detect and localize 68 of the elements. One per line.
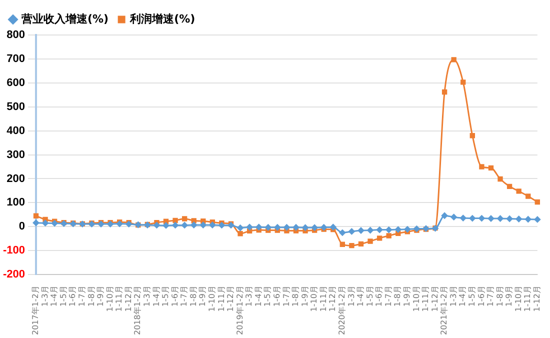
x-tick-label: 1-10月	[412, 286, 421, 312]
x-tick-label: 1-4月	[356, 286, 366, 307]
y-tick-label: 0	[18, 220, 26, 233]
x-tick-label: 1-12月	[532, 286, 542, 312]
x-tick-label: 1-7月	[180, 286, 189, 307]
x-tick-label: 1-11月	[523, 286, 532, 312]
x-tick-label: 1-5月	[365, 286, 374, 307]
x-tick-label: 1-10月	[208, 286, 217, 312]
x-tick-label: 1-6月	[272, 286, 282, 307]
x-tick-label: 1-10月	[514, 286, 523, 312]
x-tick-label: 1-8月	[393, 286, 402, 307]
y-tick-label: -200	[2, 268, 26, 281]
y-tick-label: 400	[6, 124, 26, 137]
x-tick-label: 1-12月	[124, 286, 133, 312]
x-tick-label: 1-8月	[291, 286, 300, 307]
x-tick-label: 1-3月	[346, 286, 356, 307]
y-tick-label: 700	[6, 52, 26, 65]
y-tick-label: 500	[6, 100, 26, 113]
y-tick-label: 600	[6, 76, 26, 89]
x-tick-label: 1-6月	[374, 286, 384, 307]
x-tick-label: 1-7月	[78, 286, 87, 307]
x-tick-label: 1-8月	[86, 286, 96, 307]
x-tick-label: 1-12月	[328, 286, 338, 312]
x-tick-label: 2019年1-2月	[235, 286, 244, 336]
x-tick-label: 1-9月	[198, 286, 208, 307]
x-tick-label: 1-4月	[50, 286, 59, 307]
x-tick-label: 1-4月	[254, 286, 263, 307]
x-tick-label: 1-5月	[58, 286, 68, 307]
y-tick-label: 200	[6, 172, 26, 185]
x-tick-label: 1-3月	[448, 286, 458, 307]
x-tick-label: 1-6月	[170, 286, 180, 307]
legend-label: 利润增速(%)	[129, 12, 196, 26]
x-tick-label: 2020年1-2月	[337, 286, 346, 336]
x-tick-label: 1-7月	[486, 286, 496, 307]
y-tick-label: 300	[6, 148, 26, 161]
x-tick-label: 1-5月	[161, 286, 170, 307]
x-tick-label: 1-8月	[495, 286, 504, 307]
x-tick-label: 1-5月	[263, 286, 272, 307]
x-tick-label: 1-6月	[476, 286, 486, 307]
x-tick-label: 1-9月	[300, 286, 310, 307]
x-tick-label: 1-7月	[384, 286, 393, 307]
x-tick-label: 1-3月	[40, 286, 50, 307]
x-tick-label: 1-9月	[96, 286, 106, 307]
x-tick-label: 1-9月	[402, 286, 412, 307]
legend-label: 营业收入增速(%)	[20, 12, 109, 26]
x-tick-label: 1-10月	[310, 286, 319, 312]
x-tick-label: 1-5月	[467, 286, 476, 307]
x-tick-label: 2018年1-2月	[133, 286, 142, 336]
x-tick-label: 1-11月	[216, 286, 226, 312]
x-tick-label: 1-4月	[458, 286, 468, 307]
x-tick-label: 1-10月	[105, 286, 114, 312]
x-tick-label: 2017年1-2月	[31, 286, 40, 336]
x-tick-label: 1-12月	[430, 286, 440, 312]
x-tick-label: 1-7月	[282, 286, 291, 307]
x-tick-label: 1-11月	[421, 286, 430, 312]
y-tick-label: -100	[2, 244, 26, 257]
x-tick-label: 1-9月	[504, 286, 514, 307]
x-tick-label: 1-6月	[68, 286, 78, 307]
x-tick-label: 1-12月	[226, 286, 236, 312]
x-tick-label: 2021年1-2月	[440, 286, 449, 336]
x-tick-label: 1-8月	[188, 286, 198, 307]
x-tick-label: 1-11月	[318, 286, 328, 312]
x-tick-label: 1-3月	[244, 286, 254, 307]
y-tick-label: 800	[6, 29, 26, 42]
x-tick-label: 1-4月	[152, 286, 161, 307]
x-tick-label: 1-11月	[114, 286, 124, 312]
y-tick-label: 100	[6, 196, 26, 209]
x-tick-label: 1-3月	[142, 286, 152, 307]
